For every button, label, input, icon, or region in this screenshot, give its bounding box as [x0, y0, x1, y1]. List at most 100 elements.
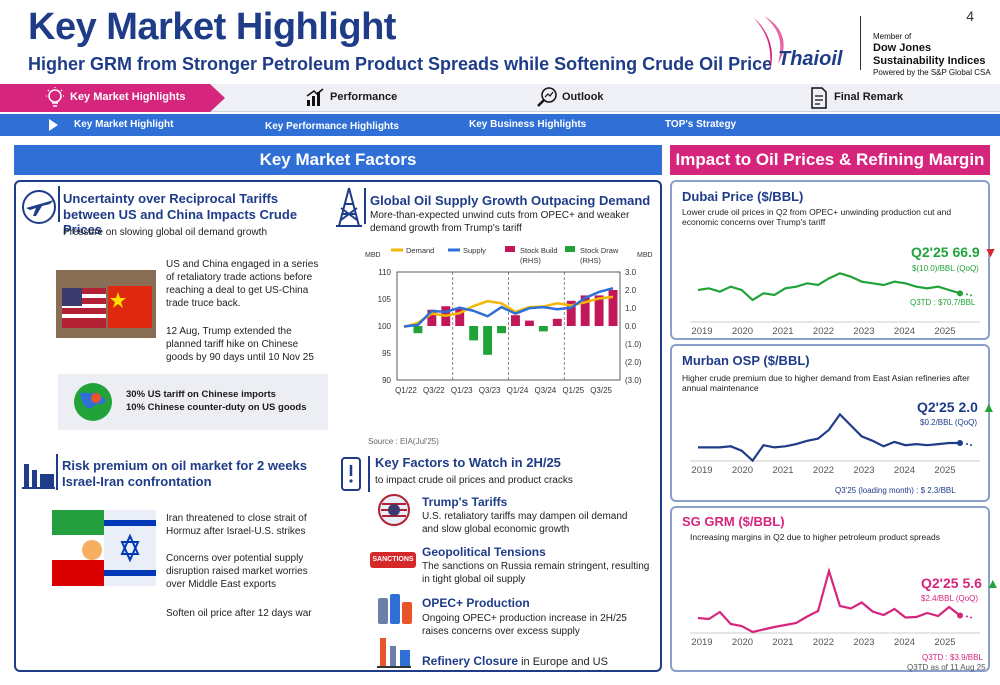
x-year-label: 2020	[732, 465, 753, 476]
bar-chart-icon	[306, 88, 324, 106]
legend-label: Stock Build	[520, 246, 558, 255]
factor-3-title: OPEC+ Production	[422, 596, 530, 610]
bar-stock-build	[524, 320, 534, 326]
y-right-tick-label: (3.0)	[625, 376, 642, 385]
dubai-desc: Lower crude oil prices in Q2 from OPEC+ …	[682, 207, 952, 228]
risk-title: Risk premium on oil market for 2 weeks I…	[62, 458, 307, 489]
murban-value: Q2'25 2.0 ▲	[917, 399, 996, 415]
supply-subtitle: More-than-expected unwind cuts from OPEC…	[370, 210, 630, 234]
dj-name-2: Sustainability Indices	[873, 54, 986, 67]
bar-stock-draw	[413, 326, 423, 334]
murban-osp-chart: 2019 2020 2021 2022 2023 2024 2025	[690, 412, 980, 476]
globe-location-icon	[74, 383, 112, 421]
tariff-fact-1: 30% US tariff on Chinese imports	[126, 389, 276, 400]
bar-stock-build	[427, 309, 437, 326]
bar-stock-draw	[469, 326, 479, 341]
subnav-key-business-highlights[interactable]: Key Business Highlights	[469, 119, 587, 130]
dubai-panel	[670, 180, 990, 340]
sanctions-badge: SANCTIONS	[370, 552, 416, 568]
down-triangle-icon: ▼	[983, 244, 998, 260]
x-year-label: 2020	[732, 326, 753, 337]
x-year-label: 2021	[772, 326, 793, 337]
y-right-tick-label: 2.0	[625, 286, 637, 295]
price-line	[697, 567, 961, 634]
bar-stock-draw	[538, 326, 548, 332]
divider	[364, 188, 394, 224]
nav-key-market-highlights[interactable]: Key Market Highlights	[0, 84, 225, 112]
tariff-fact-2: 10% Chinese counter-duty on US goods	[126, 402, 307, 414]
x-year-label: 2024	[894, 637, 915, 648]
x-tick-label: Q1/25	[562, 386, 584, 395]
nav-final-remark[interactable]: Final Remark	[834, 91, 904, 103]
factors-title: Key Factors to Watch in 2H/25	[375, 455, 561, 470]
dj-name-1: Dow Jones	[873, 41, 932, 54]
subnav-key-market-highlight[interactable]: Key Market Highlight	[74, 119, 174, 130]
legend-swatch	[505, 246, 515, 252]
divider	[56, 454, 86, 490]
subnav-key-performance-highlights[interactable]: Key Performance Highlights	[265, 121, 399, 132]
factor-1-text: U.S. retaliatory tariffs may dampen oil …	[422, 511, 628, 535]
x-tick-label: Q3/22	[423, 386, 445, 395]
dubai-price-chart: 2019 2020 2021 2022 2023 2024 2025	[690, 272, 980, 337]
risk-paragraph-2: Concerns over potential supply disruptio…	[166, 553, 308, 590]
y-left-tick-label: 105	[378, 295, 392, 304]
x-year-label: 2023	[853, 326, 874, 337]
x-year-label: 2022	[813, 465, 834, 476]
refinery-closure-icon	[377, 638, 411, 668]
murban-q3: Q3'25 (loading month) : $ 2.3/BBL	[835, 486, 956, 495]
nav-outlook[interactable]: Outlook	[562, 91, 604, 103]
page-number: 4	[966, 8, 974, 24]
bar-stock-build	[511, 315, 520, 326]
factor-3-text: Ongoing OPEC+ production increase in 2H/…	[422, 613, 627, 637]
x-year-label: 2022	[813, 326, 834, 337]
dj-member: Member of	[873, 32, 912, 41]
tariff-facts: 30% US tariff on Chinese imports 10% Chi…	[126, 388, 307, 415]
trend-dot	[970, 294, 972, 297]
supply-source: Source : EIA(Jul'25)	[368, 437, 439, 446]
x-year-label: 2025	[934, 326, 955, 337]
grm-value: Q2'25 5.6 ▲	[921, 575, 1000, 591]
risk-paragraph-1: Iran threatened to close strait of Hormu…	[166, 513, 307, 537]
x-year-label: 2022	[813, 637, 834, 648]
x-year-label: 2021	[772, 637, 793, 648]
y-right-tick-label: (2.0)	[625, 358, 642, 367]
y-left-tick-label: 95	[382, 349, 391, 358]
legend-swatch	[565, 246, 575, 252]
bar-stock-build	[608, 290, 618, 326]
sub-nav: Key Market Highlight Key Performance Hig…	[0, 114, 1000, 136]
nav-key-market-highlights-label: Key Market Highlights	[70, 91, 186, 103]
y-left-tick-label: 110	[378, 268, 391, 277]
bar-stock-build	[594, 295, 604, 326]
page-title: Key Market Highlight	[28, 6, 396, 48]
latest-point	[957, 440, 963, 446]
supply-demand-chart: MBD MBD 110 105 100 95 90 3.0 2.0 1.0 0.0 (1.0) (2.0…	[365, 246, 653, 395]
factor-4-text: in Europe and US	[521, 656, 608, 668]
factor-2-title: Geopolitical Tensions	[422, 545, 546, 559]
factor-2-text: The sanctions on Russia remain stringent…	[422, 561, 650, 585]
play-arrow-icon	[49, 119, 58, 131]
grm-desc: Increasing margins in Q2 due to higher p…	[690, 532, 940, 542]
murban-panel	[670, 344, 990, 502]
x-tick-label: Q3/25	[590, 386, 612, 395]
dubai-value: Q2'25 66.9 ▼	[911, 244, 998, 260]
left-unit-label: MBD	[365, 252, 381, 259]
price-line	[697, 272, 961, 302]
trend-dot	[966, 293, 968, 296]
us-tariff-icon	[378, 494, 410, 526]
x-year-label: 2019	[691, 326, 712, 337]
factor-1-title: Trump's Tariffs	[422, 495, 508, 509]
dj-powered: Powered by the S&P Global CSA	[873, 67, 991, 77]
murban-change: $0.2/BBL (QoQ)	[920, 418, 978, 427]
legend-label: Supply	[463, 246, 486, 255]
subnav-tops-strategy[interactable]: TOP's Strategy	[665, 119, 737, 130]
page-subtitle: Higher GRM from Stronger Petroleum Produ…	[28, 54, 773, 74]
dow-jones-badge: Member of Dow Jones Sustainability Indic…	[873, 32, 991, 78]
y-right-tick-label: (1.0)	[625, 340, 642, 349]
us-china-containers-image	[56, 270, 156, 338]
legend-label: Stock Draw	[580, 246, 619, 255]
grm-change: $2.4/BBL (QoQ)	[921, 594, 979, 603]
nav-performance[interactable]: Performance	[330, 91, 398, 103]
right-unit-label: MBD	[637, 252, 653, 259]
logo-divider	[860, 16, 861, 70]
x-tick-label: Q1/24	[507, 386, 529, 395]
